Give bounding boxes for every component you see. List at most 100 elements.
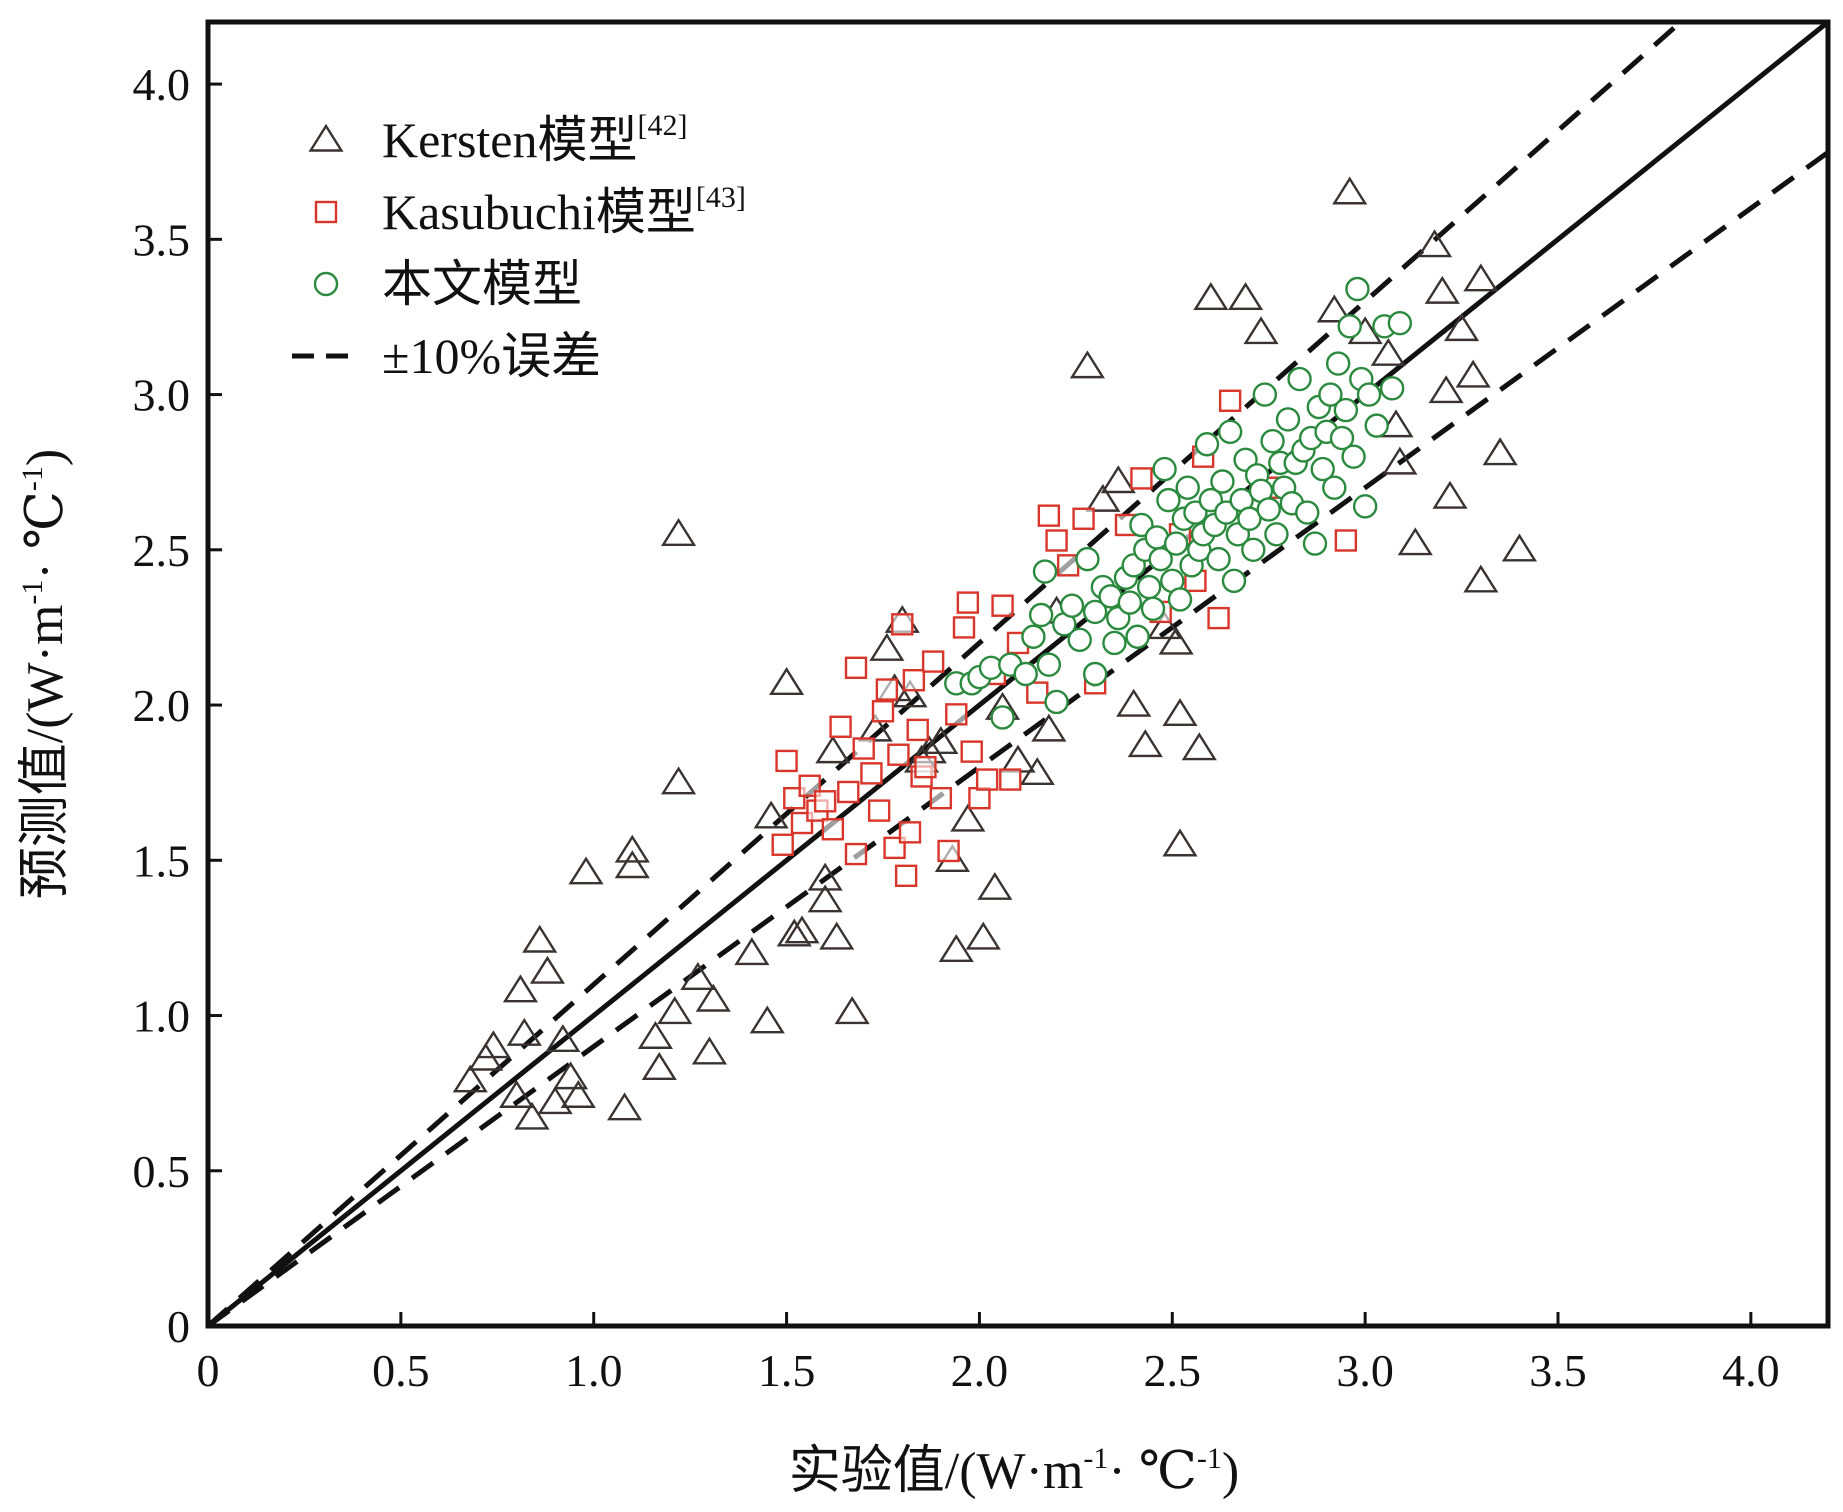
x-tick-label: 2.0 xyxy=(951,1345,1009,1396)
circle-point xyxy=(1032,559,1058,584)
square-point xyxy=(813,790,837,813)
triangle-point xyxy=(1019,757,1055,786)
triangle-point xyxy=(560,1079,596,1108)
circle-point xyxy=(1322,475,1347,500)
x-tick-label: 3.0 xyxy=(1336,1345,1394,1396)
legend-reference: [42] xyxy=(638,109,688,142)
triangle-point xyxy=(1127,729,1163,758)
circle-point xyxy=(1075,546,1100,572)
circle-point xyxy=(1287,366,1312,392)
triangle-point xyxy=(1463,263,1499,292)
triangle-point xyxy=(1428,375,1464,404)
legend-square-symbol xyxy=(314,200,338,224)
triangle-point xyxy=(502,974,539,1003)
circle-point xyxy=(1295,500,1320,525)
error-line-plus10 xyxy=(208,22,1685,1326)
triangle-point xyxy=(1158,626,1194,655)
triangle-point xyxy=(660,766,697,795)
triangle-point xyxy=(938,934,974,963)
triangle-point xyxy=(691,1036,728,1065)
square-point xyxy=(956,591,980,614)
series-circle xyxy=(944,276,1413,730)
triangle-point xyxy=(1162,828,1198,857)
triangle-point xyxy=(1031,713,1067,742)
square-point xyxy=(968,786,991,810)
y-axis-title: 预测值/(W·m-1· ℃-1) xyxy=(16,449,74,899)
legend-label: ±10%误差 xyxy=(382,328,601,384)
square-point xyxy=(1045,529,1068,552)
circle-point xyxy=(1217,419,1243,445)
circle-point xyxy=(1341,444,1366,469)
square-point xyxy=(860,762,883,785)
triangle-point xyxy=(1181,732,1217,761)
square-point xyxy=(844,842,868,866)
square-point xyxy=(771,833,794,856)
x-axis-title: 实验值/(W·m-1· ℃-1) xyxy=(789,1442,1239,1500)
square-point xyxy=(1130,467,1153,490)
circle-point xyxy=(1237,506,1262,531)
square-point xyxy=(1218,389,1242,412)
triangle-point xyxy=(1000,744,1036,773)
x-tick-label: 0.5 xyxy=(372,1345,430,1396)
square-point xyxy=(1056,554,1080,577)
triangle-point xyxy=(537,1086,573,1115)
square-point xyxy=(937,839,960,863)
legend-label: Kersten模型[42] xyxy=(382,109,687,168)
triangle-point xyxy=(1432,480,1468,509)
y-tick-label: 3.0 xyxy=(133,370,191,421)
y-tick-label: 1.0 xyxy=(133,991,191,1042)
data-points xyxy=(452,176,1538,1130)
x-tick-label: 0 xyxy=(197,1345,220,1396)
x-tick-label: 1.5 xyxy=(758,1345,816,1396)
circle-point xyxy=(1221,568,1247,594)
triangle-point xyxy=(749,1005,785,1034)
triangle-point xyxy=(1455,359,1491,388)
triangle-point xyxy=(660,518,697,546)
y-tick-label: 4.0 xyxy=(133,59,191,110)
circle-point xyxy=(1156,487,1181,513)
x-tick-label: 2.5 xyxy=(1144,1345,1202,1396)
triangle-point xyxy=(977,871,1013,900)
triangle-point xyxy=(892,679,928,708)
triangle-point xyxy=(695,983,731,1012)
square-point xyxy=(902,669,926,692)
square-point xyxy=(837,780,860,804)
square-point xyxy=(975,768,999,791)
triangle-point xyxy=(506,1017,542,1046)
circle-point xyxy=(1194,432,1220,457)
circle-point xyxy=(1102,630,1127,656)
triangle-point xyxy=(1397,527,1433,556)
x-tick-label: 1.0 xyxy=(565,1345,623,1396)
square-point xyxy=(852,737,875,760)
square-point xyxy=(1207,606,1230,630)
triangle-point xyxy=(657,996,693,1025)
circle-point xyxy=(1210,469,1235,494)
square-point xyxy=(945,703,968,726)
triangle-point xyxy=(1424,275,1460,304)
square-point xyxy=(1072,507,1095,530)
triangle-point xyxy=(834,996,870,1025)
triangle-point xyxy=(869,632,905,661)
square-point xyxy=(871,700,895,723)
circle-point xyxy=(1117,590,1143,615)
triangle-point xyxy=(452,1064,488,1093)
y-tick-label: 2.5 xyxy=(133,525,191,576)
circle-point xyxy=(1325,351,1351,376)
square-point xyxy=(775,749,798,773)
circle-point xyxy=(1206,546,1231,572)
circle-point xyxy=(1125,624,1150,649)
triangle-point xyxy=(753,800,789,829)
circle-point xyxy=(1252,382,1278,407)
circle-point xyxy=(1275,407,1301,432)
y-tick-label: 3.5 xyxy=(133,214,191,265)
triangle-point xyxy=(1193,282,1229,311)
square-point xyxy=(887,743,910,766)
circle-point xyxy=(1345,276,1370,302)
circle-point xyxy=(1059,593,1085,618)
circle-point xyxy=(1175,475,1200,500)
y-tick-label: 1.5 xyxy=(133,835,191,886)
triangle-point xyxy=(1243,316,1279,345)
circle-point xyxy=(1028,602,1054,628)
triangle-point xyxy=(680,962,716,990)
